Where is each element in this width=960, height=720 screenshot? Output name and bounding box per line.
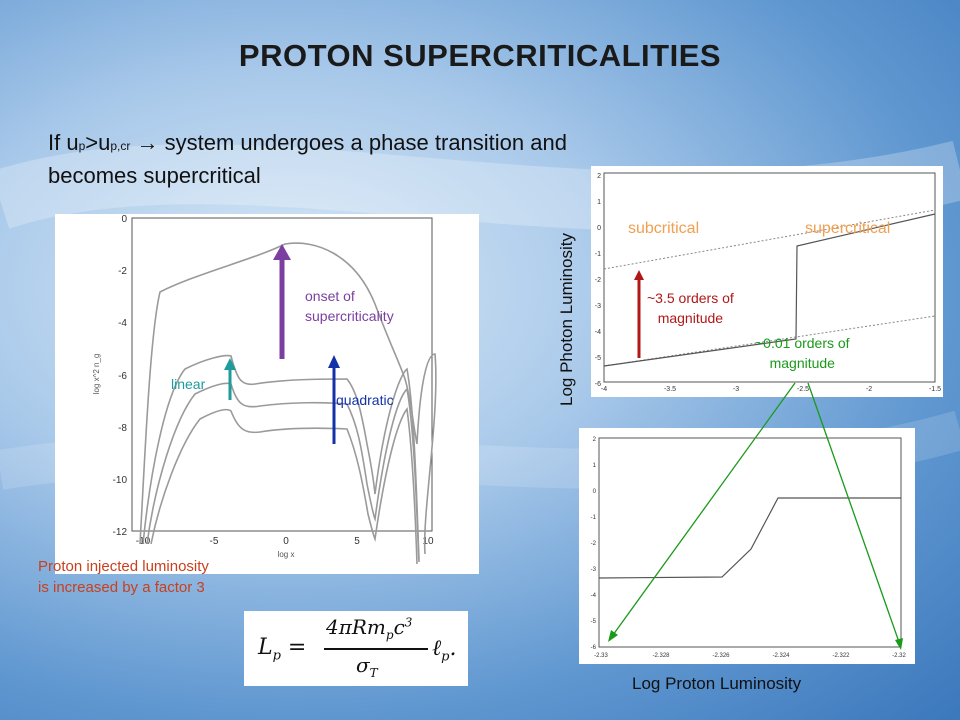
quadratic-arrow-head <box>328 355 340 368</box>
left-xtick-1: -5 <box>210 536 219 547</box>
svg-text:-3: -3 <box>595 303 601 310</box>
left-ytick-5: -10 <box>113 475 128 486</box>
left-ytick-1: -2 <box>118 266 127 277</box>
intro-text: If up>up,cr → system undergoes a phase t… <box>48 130 567 188</box>
horizontal-axis-label: Log Proton Luminosity <box>632 674 802 693</box>
left-ylabel: log x^2 n_g <box>92 354 101 395</box>
svg-text:-6: -6 <box>591 645 597 651</box>
bottom-right-plot: 2 1 0 -1 -2 -3 -4 -5 -6 -2.33 -2.328 -2.… <box>579 428 915 664</box>
svg-text:-3: -3 <box>591 567 597 573</box>
svg-text:-2: -2 <box>595 277 601 284</box>
left-ytick-0: 0 <box>121 214 127 225</box>
left-ytick-4: -8 <box>118 423 127 434</box>
svg-text:-4: -4 <box>595 329 601 336</box>
top-right-plot-svg: 2 1 0 -1 -2 -3 -4 -5 -6 -4 -3.5 -3 -2.5 … <box>595 172 941 393</box>
svg-text:-2.326: -2.326 <box>712 653 730 659</box>
svg-text:2: 2 <box>593 437 597 443</box>
svg-text:-4: -4 <box>591 593 597 599</box>
left-xtick-3: 5 <box>354 536 360 547</box>
red-arrow-head <box>634 270 644 280</box>
left-xtick-2: 0 <box>283 536 289 547</box>
left-plot-arrows <box>224 244 340 444</box>
top-right-plot: 2 1 0 -1 -2 -3 -4 -5 -6 -4 -3.5 -3 -2.5 … <box>591 166 943 397</box>
luminosity-formula: Lp = 4πRmpc3 σT ℓp. <box>244 611 468 686</box>
supercritical-label: supercritical <box>805 220 891 237</box>
svg-text:-3: -3 <box>733 386 739 393</box>
svg-text:0: 0 <box>593 489 597 495</box>
svg-text:-4: -4 <box>601 386 607 393</box>
caption: Proton injected luminosity is increased … <box>38 558 209 596</box>
onset-annotation: onset of supercriticality <box>305 288 394 324</box>
left-ytick-2: -4 <box>118 318 127 329</box>
svg-text:2: 2 <box>597 173 601 180</box>
svg-text:-2.328: -2.328 <box>652 653 670 659</box>
svg-text:-2: -2 <box>591 541 597 547</box>
svg-text:-1: -1 <box>595 251 601 258</box>
svg-text:-5: -5 <box>591 619 597 625</box>
svg-text:0: 0 <box>597 225 601 232</box>
left-ytick-6: -12 <box>113 527 128 538</box>
svg-text:-2.322: -2.322 <box>832 653 850 659</box>
left-plot: 0 -2 -4 -6 -8 -10 -12 -10 -5 0 5 10 log … <box>55 214 479 574</box>
svg-text:-6: -6 <box>595 381 601 388</box>
svg-text:-2.33: -2.33 <box>594 653 608 659</box>
svg-text:1: 1 <box>597 199 601 206</box>
orders-35-annotation: ~3.5 orders of magnitude <box>647 290 734 326</box>
svg-text:-3.5: -3.5 <box>664 386 676 393</box>
svg-text:-2.32: -2.32 <box>892 653 906 659</box>
orders-001-annotation: ~0.01 orders of magnitude <box>755 335 850 371</box>
svg-text:-2.324: -2.324 <box>772 653 790 659</box>
svg-text:-1.5: -1.5 <box>929 386 941 393</box>
svg-text:-5: -5 <box>595 355 601 362</box>
linear-arrow-head <box>224 358 236 370</box>
left-xlabel: log x <box>278 550 295 559</box>
subcritical-label: subcritical <box>628 220 700 237</box>
svg-text:-1: -1 <box>591 515 597 521</box>
left-plot-svg: 0 -2 -4 -6 -8 -10 -12 -10 -5 0 5 10 log … <box>92 214 437 565</box>
svg-text:-2: -2 <box>866 386 872 393</box>
svg-text:1: 1 <box>593 463 597 469</box>
bottom-right-plot-svg: 2 1 0 -1 -2 -3 -4 -5 -6 -2.33 -2.328 -2.… <box>591 437 907 659</box>
left-ytick-3: -6 <box>118 371 127 382</box>
slide-title: PROTON SUPERCRITICALITIES <box>238 38 722 73</box>
right-arrow-icon: → <box>136 130 159 155</box>
svg-text:-2.5: -2.5 <box>797 386 809 393</box>
onset-arrow-head <box>273 244 291 260</box>
left-xtick-4: 10 <box>422 536 434 547</box>
linear-annotation: linear <box>171 376 206 392</box>
quadratic-annotation: quadratic <box>336 392 394 408</box>
